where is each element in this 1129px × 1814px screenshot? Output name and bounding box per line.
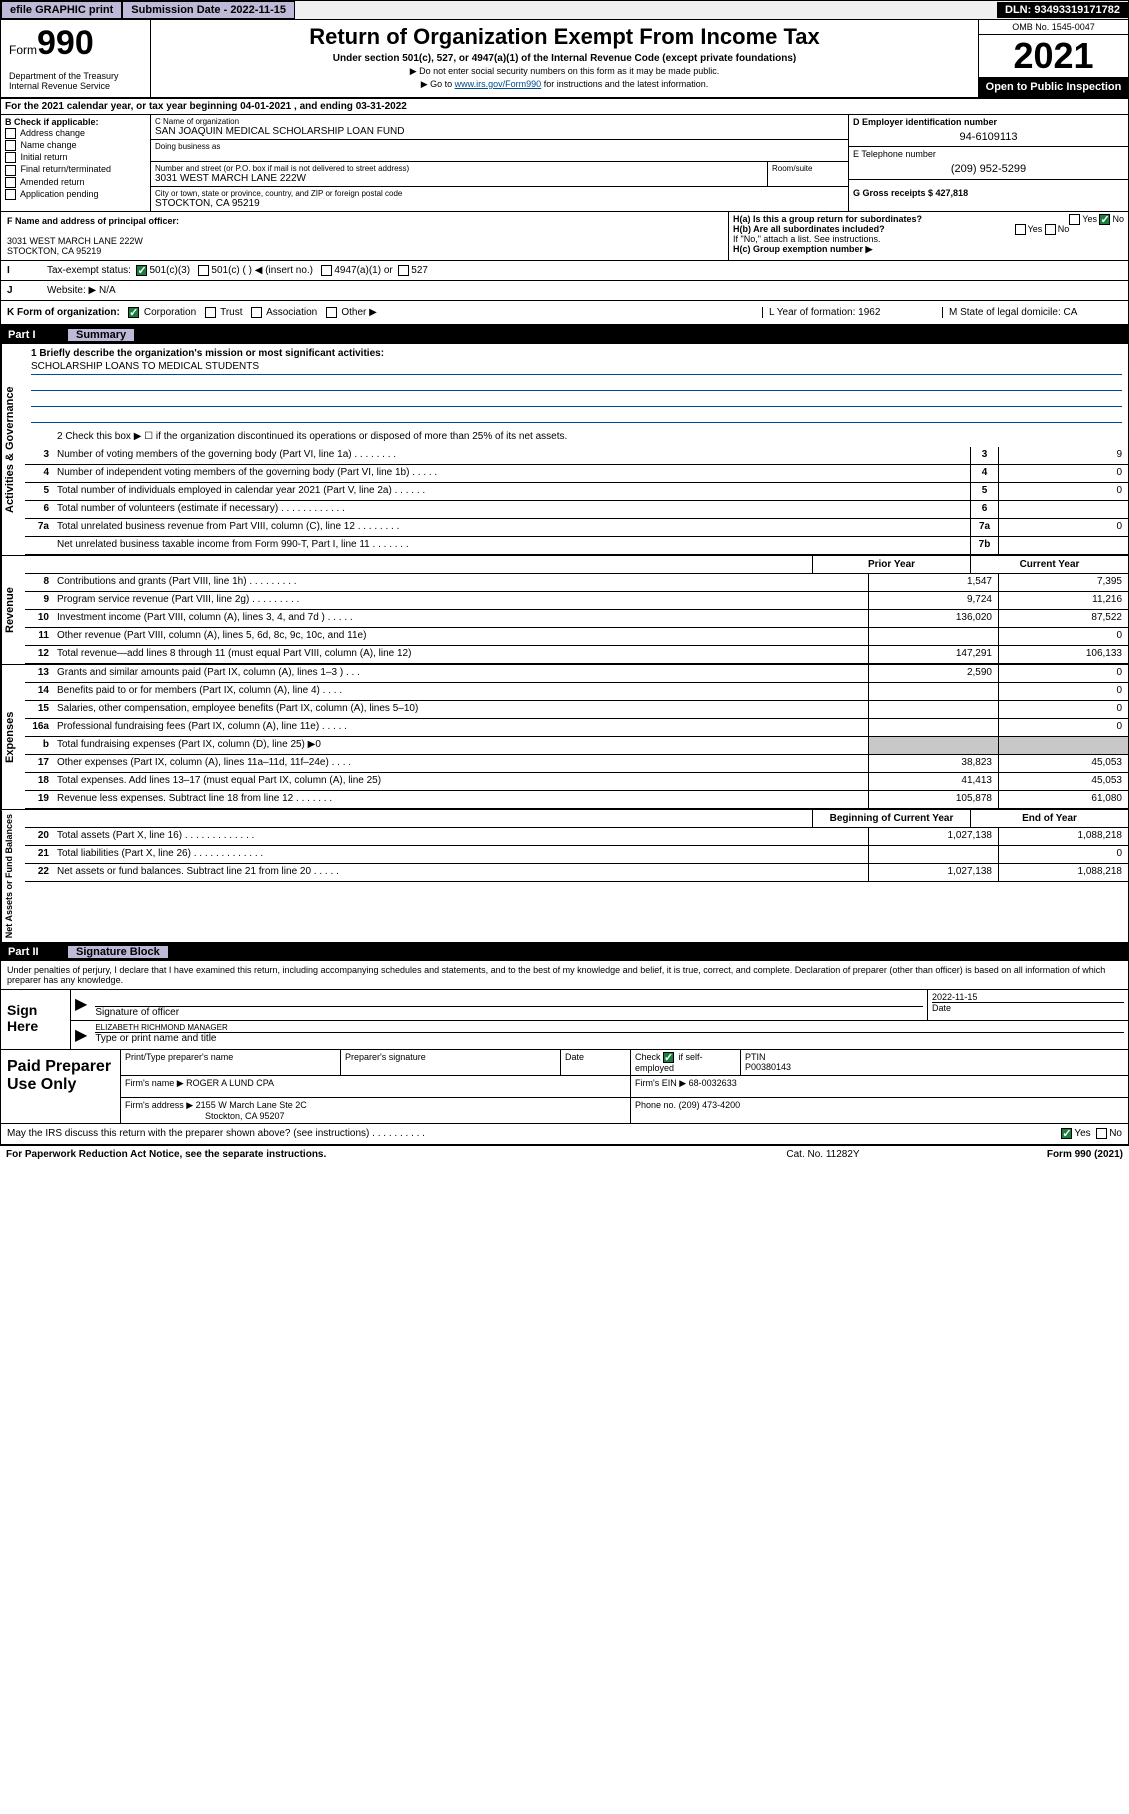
omb-number: OMB No. 1545-0047	[979, 20, 1128, 35]
vtab-revenue: Revenue	[1, 556, 25, 664]
year-formation: L Year of formation: 1962	[762, 307, 942, 318]
vtab-balances: Net Assets or Fund Balances	[1, 810, 25, 942]
checkbox-row[interactable]: Name change	[5, 140, 146, 151]
firm-name: ROGER A LUND CPA	[186, 1078, 274, 1088]
preparer-block: Paid Preparer Use Only Print/Type prepar…	[0, 1050, 1129, 1124]
summary-line: 9Program service revenue (Part VIII, lin…	[25, 592, 1128, 610]
signature-intro: Under penalties of perjury, I declare th…	[0, 961, 1129, 989]
firm-phone: (209) 473-4200	[679, 1100, 741, 1110]
website-val: N/A	[99, 285, 116, 296]
summary-line: 3Number of voting members of the governi…	[25, 447, 1128, 465]
summary-line: 17Other expenses (Part IX, column (A), l…	[25, 755, 1128, 773]
summary-line: bTotal fundraising expenses (Part IX, co…	[25, 737, 1128, 755]
summary-line: 12Total revenue—add lines 8 through 11 (…	[25, 646, 1128, 664]
form-note2: ▶ Go to www.irs.gov/Form990 for instruct…	[159, 79, 970, 90]
mission-text: SCHOLARSHIP LOANS TO MEDICAL STUDENTS	[31, 361, 1122, 375]
org-address: 3031 WEST MARCH LANE 222W	[155, 173, 763, 184]
sig-date: 2022-11-15	[932, 992, 1124, 1002]
efile-button[interactable]: efile GRAPHIC print	[1, 1, 122, 19]
summary-line: 4Number of independent voting members of…	[25, 465, 1128, 483]
submission-date: Submission Date - 2022-11-15	[122, 1, 295, 19]
state-domicile: M State of legal domicile: CA	[942, 307, 1122, 318]
checkbox-row[interactable]: Amended return	[5, 177, 146, 188]
checkbox-row[interactable]: Application pending	[5, 189, 146, 200]
open-inspection: Open to Public Inspection	[979, 77, 1128, 97]
phone: (209) 952-5299	[853, 163, 1124, 175]
part1-header: Part I Summary	[0, 326, 1129, 344]
summary-line: 21Total liabilities (Part X, line 26) . …	[25, 846, 1128, 864]
summary-line: 15Salaries, other compensation, employee…	[25, 701, 1128, 719]
paperwork-footer: For Paperwork Reduction Act Notice, see …	[0, 1146, 1129, 1163]
firm-addr1: 2155 W March Lane Ste 2C	[196, 1100, 307, 1110]
arrow-icon: ▶	[71, 990, 91, 1020]
irs-link[interactable]: www.irs.gov/Form990	[455, 79, 542, 89]
signature-block: Sign Here ▶ Signature of officer 2022-11…	[0, 989, 1129, 1050]
mission-block: 1 Briefly describe the organization's mi…	[25, 344, 1128, 429]
summary-line: 6Total number of volunteers (estimate if…	[25, 501, 1128, 519]
summary-line: 7aTotal unrelated business revenue from …	[25, 519, 1128, 537]
org-name: SAN JOAQUIN MEDICAL SCHOLARSHIP LOAN FUN…	[155, 126, 844, 137]
ein: 94-6109113	[853, 131, 1124, 143]
row-k: K Form of organization: Corporation Trus…	[0, 301, 1129, 326]
fgh-row: F Name and address of principal officer:…	[0, 212, 1129, 261]
part2-header: Part II Signature Block	[0, 943, 1129, 961]
summary-line: 13Grants and similar amounts paid (Part …	[25, 665, 1128, 683]
vtab-governance: Activities & Governance	[1, 344, 25, 555]
org-city: STOCKTON, CA 95219	[155, 198, 844, 209]
col-de: D Employer identification number 94-6109…	[848, 115, 1128, 211]
form-note1: ▶ Do not enter social security numbers o…	[159, 66, 970, 77]
form-title: Return of Organization Exempt From Incom…	[159, 24, 970, 50]
gross-receipts: G Gross receipts $ 427,818	[853, 188, 1124, 198]
501c3-checkbox[interactable]	[136, 265, 147, 276]
form-header: Form990 Department of the Treasury Inter…	[0, 20, 1129, 97]
summary-line: 16aProfessional fundraising fees (Part I…	[25, 719, 1128, 737]
summary-line: 18Total expenses. Add lines 13–17 (must …	[25, 773, 1128, 791]
officer-addr1: 3031 WEST MARCH LANE 222W	[7, 236, 722, 246]
firm-ein: 68-0032633	[689, 1078, 737, 1088]
summary-line: 20Total assets (Part X, line 16) . . . .…	[25, 828, 1128, 846]
checkbox-row[interactable]: Initial return	[5, 152, 146, 163]
summary-line: 5Total number of individuals employed in…	[25, 483, 1128, 501]
vtab-expenses: Expenses	[1, 665, 25, 809]
officer-name: ELIZABETH RICHMOND MANAGER	[95, 1023, 1124, 1032]
summary-line: 22Net assets or fund balances. Subtract …	[25, 864, 1128, 882]
summary-line: Net unrelated business taxable income fr…	[25, 537, 1128, 555]
department-label: Department of the Treasury Internal Reve…	[9, 63, 142, 91]
org-info-grid: B Check if applicable: Address change Na…	[0, 115, 1129, 212]
form-subtitle: Under section 501(c), 527, or 4947(a)(1)…	[159, 53, 970, 64]
top-toolbar: efile GRAPHIC print Submission Date - 20…	[0, 0, 1129, 20]
checkbox-row[interactable]: Final return/terminated	[5, 164, 146, 175]
summary-line: 8Contributions and grants (Part VIII, li…	[25, 574, 1128, 592]
row-j: J Website: ▶ N/A	[0, 281, 1129, 301]
summary-line: 14Benefits paid to or for members (Part …	[25, 683, 1128, 701]
col-c-org: C Name of organization SAN JOAQUIN MEDIC…	[151, 115, 848, 211]
yes-checkbox[interactable]	[1061, 1128, 1072, 1139]
arrow-icon: ▶	[71, 1021, 91, 1049]
self-employed-checkbox[interactable]	[663, 1052, 674, 1063]
row-a: For the 2021 calendar year, or tax year …	[0, 97, 1129, 115]
dln-label: DLN: 93493319171782	[997, 2, 1128, 18]
form-number: Form990	[9, 24, 142, 63]
irs-discuss-row: May the IRS discuss this return with the…	[0, 1124, 1129, 1145]
ptin: P00380143	[745, 1062, 1124, 1072]
no-checkbox[interactable]	[1096, 1128, 1107, 1139]
tax-year-range: For the 2021 calendar year, or tax year …	[1, 99, 1128, 114]
summary-line: 19Revenue less expenses. Subtract line 1…	[25, 791, 1128, 809]
summary-line: 11Other revenue (Part VIII, column (A), …	[25, 628, 1128, 646]
tax-year: 2021	[979, 35, 1128, 77]
summary-line: 10Investment income (Part VIII, column (…	[25, 610, 1128, 628]
row-i: I Tax-exempt status: 501(c)(3) 501(c) ( …	[0, 261, 1129, 281]
col-b-checkboxes: B Check if applicable: Address change Na…	[1, 115, 151, 211]
checkbox-row[interactable]: Address change	[5, 128, 146, 139]
officer-addr2: STOCKTON, CA 95219	[7, 246, 722, 256]
